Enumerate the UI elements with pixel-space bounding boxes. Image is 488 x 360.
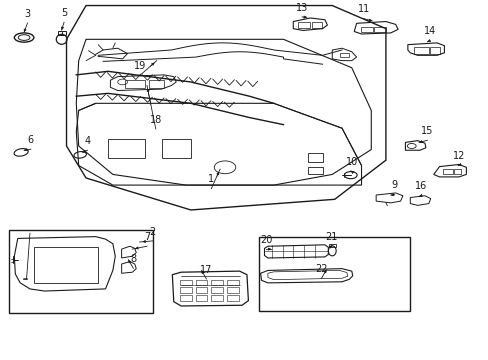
Bar (195, 295, 207, 301)
Bar (211, 288, 223, 293)
Bar (307, 167, 322, 175)
Bar (58, 31, 65, 35)
Bar (180, 288, 191, 293)
Bar (339, 53, 348, 57)
Bar (443, 169, 452, 175)
Bar (329, 244, 335, 247)
Bar (307, 153, 322, 162)
Text: 11: 11 (357, 4, 369, 14)
Bar (373, 27, 385, 32)
Text: 17: 17 (200, 265, 212, 275)
Bar (195, 288, 207, 293)
Bar (211, 295, 223, 301)
Text: 20: 20 (260, 235, 272, 245)
Bar (34, 247, 98, 283)
Bar (226, 295, 238, 301)
Text: 22: 22 (315, 264, 327, 274)
Text: 3: 3 (24, 9, 31, 19)
Text: 21: 21 (325, 232, 337, 242)
Text: 12: 12 (452, 151, 464, 161)
Text: 8: 8 (130, 254, 136, 264)
Text: 7: 7 (143, 232, 150, 242)
Bar (180, 295, 191, 301)
Bar (413, 47, 428, 54)
Text: 18: 18 (149, 114, 162, 125)
Bar (9, 230, 153, 313)
Bar (125, 80, 144, 88)
Bar (180, 280, 191, 285)
Text: 13: 13 (295, 3, 307, 13)
Text: 4: 4 (84, 136, 90, 146)
Bar (311, 22, 321, 28)
Bar (108, 139, 144, 158)
Bar (211, 280, 223, 285)
Text: 19: 19 (133, 61, 145, 71)
Text: 16: 16 (414, 181, 426, 192)
Text: 6: 6 (28, 135, 34, 145)
Bar (195, 280, 207, 285)
Text: 15: 15 (420, 126, 433, 136)
Bar (226, 280, 238, 285)
Bar (226, 288, 238, 293)
Bar (360, 27, 372, 32)
Text: 14: 14 (423, 27, 435, 36)
Text: 1: 1 (208, 174, 214, 184)
Bar (429, 47, 439, 54)
Text: 5: 5 (61, 8, 67, 18)
Text: 2: 2 (149, 227, 156, 237)
Text: 9: 9 (391, 180, 397, 190)
Bar (161, 139, 190, 158)
Bar (149, 80, 163, 88)
Bar (453, 169, 461, 175)
Bar (298, 22, 310, 28)
Text: 10: 10 (345, 157, 357, 167)
Bar (259, 237, 409, 311)
